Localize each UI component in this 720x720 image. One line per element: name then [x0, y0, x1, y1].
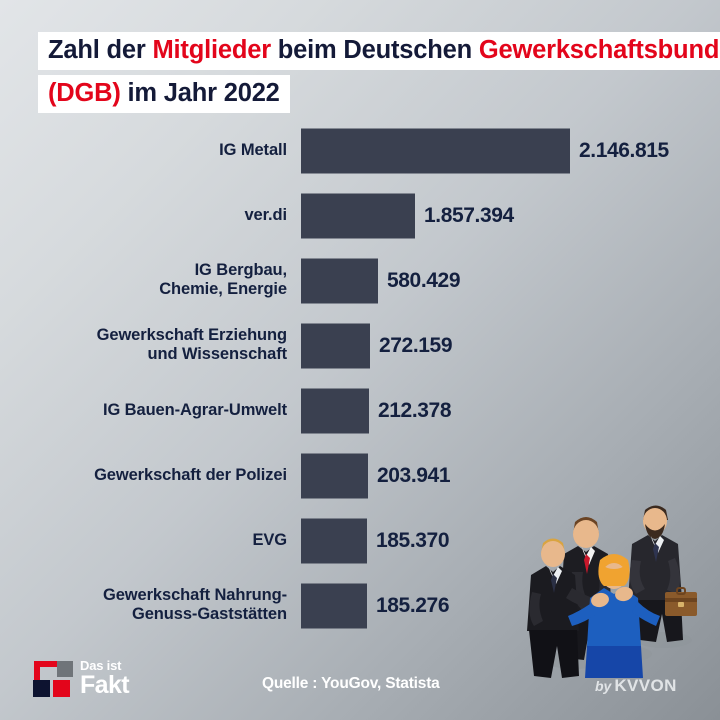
logo-marks-icon [30, 658, 75, 698]
bar-category-label: IG Metall [219, 140, 287, 159]
bar-value-label: 185.370 [376, 528, 450, 552]
business-handshake-illustration [512, 488, 712, 700]
bar-category-label: Gewerkschaft der Polizei [94, 465, 287, 484]
bar-value-label: 185.276 [376, 593, 450, 617]
bar [301, 583, 367, 628]
figure-woman-blue [568, 554, 660, 700]
logo-red-bracket-icon [34, 661, 62, 688]
chart-row: Gewerkschaft Nahrung- Genuss-Gaststätten 1… [0, 573, 720, 638]
page-title: Zahl der Mitglieder beim Deutschen Gewer… [38, 32, 720, 118]
chart-row: Gewerkschaft Erziehung und Wissenschaft 27… [0, 313, 720, 378]
logo-navy-square-icon [33, 680, 50, 697]
logo-top-text: Das ist [80, 657, 122, 673]
watermark-name-text: KVVON [614, 676, 677, 695]
title-highlight-word: Mitglieder [152, 36, 271, 64]
chart-row: IG Metall 2.146.815 [0, 118, 720, 183]
chart-row: ver.di 1.857.394 [0, 183, 720, 248]
bar-chart: IG Metall 2.146.815 ver.di 1.857.394 IG Berg… [0, 118, 720, 638]
title-line-1: Zahl der Mitglieder beim Deutschen Gewer… [38, 32, 720, 71]
bar-value-label: 212.378 [378, 398, 452, 422]
bar-category-label: ver.di [244, 205, 287, 224]
bar [301, 193, 415, 238]
bar-value-label: 2.146.815 [579, 138, 669, 162]
bar-value-label: 1.857.394 [424, 203, 514, 227]
title-highlight-word: (DGB) [48, 79, 121, 108]
bar-value-label: 203.941 [377, 463, 451, 487]
chart-row: Gewerkschaft der Polizei 203.941 [0, 443, 720, 508]
logo-wordmark: Das ist Fakt [80, 657, 130, 699]
title-plain-word: beim Deutschen [270, 36, 479, 64]
bar [301, 388, 369, 433]
bar-category-label: EVG [252, 530, 287, 549]
logo-gray-square-icon [57, 661, 73, 677]
bar-value-label: 272.159 [379, 333, 453, 357]
bar [301, 258, 378, 303]
bar [301, 128, 570, 173]
handshake-figures-icon [527, 505, 697, 700]
bar-category-label: Gewerkschaft Erziehung und Wissenschaft [96, 325, 287, 364]
figure-blond-man [527, 538, 598, 678]
logo-red-square-icon [53, 680, 70, 697]
watermark-by-text: by [595, 678, 612, 694]
chart-row: IG Bauen-Agrar-Umwelt 212.378 [0, 378, 720, 443]
bar-category-label: IG Bergbau, Chemie, Energie [159, 260, 287, 299]
logo-bottom-text: Fakt [80, 670, 130, 699]
bar-category-label: IG Bauen-Agrar-Umwelt [102, 400, 287, 419]
chart-row: IG Bergbau, Chemie, Energie 580.429 [0, 248, 720, 313]
brand-logo: Das ist Fakt [30, 657, 130, 699]
bar-category-label: Gewerkschaft Nahrung- Genuss-Gaststätten [102, 585, 287, 624]
bar [301, 323, 370, 368]
watermark: by KVVON [595, 676, 677, 696]
chart-row: EVG 185.370 [0, 508, 720, 573]
bar-value-label: 580.429 [387, 268, 461, 292]
title-line-2: (DGB) im Jahr 2022 [38, 75, 290, 114]
bar [301, 518, 367, 563]
bar [301, 453, 368, 498]
title-highlight-word: Gewerkschaftsbund [478, 36, 720, 64]
title-plain-word: im Jahr 2022 [120, 79, 280, 108]
title-plain-word: Zahl der [48, 36, 153, 64]
source-attribution: Quelle : YouGov, Statista [262, 675, 440, 692]
